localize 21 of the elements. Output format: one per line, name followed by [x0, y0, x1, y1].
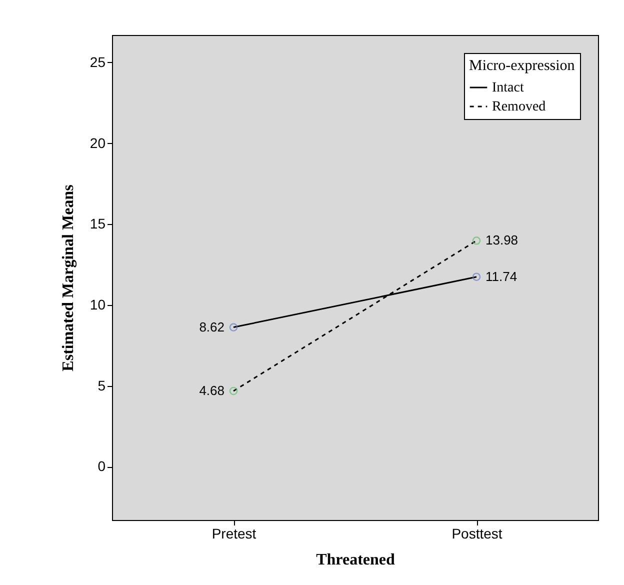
point: [472, 236, 481, 245]
y-tick-label: 25: [90, 54, 106, 70]
data-label: 13.98: [486, 232, 518, 248]
x-tick-label: Posttest: [452, 526, 502, 542]
point: [472, 272, 481, 281]
x-tick-label: Pretest: [212, 526, 256, 542]
y-axis-title: Estimated Marginal Means: [60, 184, 77, 372]
data-label: 11.74: [486, 268, 518, 284]
y-tick-label: 5: [98, 377, 106, 394]
data-label: 8.62: [199, 319, 224, 334]
point: [229, 386, 238, 396]
legend-label: Removed: [492, 100, 546, 114]
data-label: 4.68: [199, 382, 224, 398]
point: [229, 323, 238, 332]
x-axis-title: Threatened: [316, 552, 396, 568]
y-tick-label: 10: [90, 296, 106, 312]
legend-title: Micro-expression: [469, 58, 576, 74]
legend-label: Intact: [492, 80, 524, 96]
y-tick-label: 20: [90, 134, 106, 151]
y-tick-label: 15: [90, 216, 106, 232]
y-tick-label: 0: [98, 458, 106, 474]
